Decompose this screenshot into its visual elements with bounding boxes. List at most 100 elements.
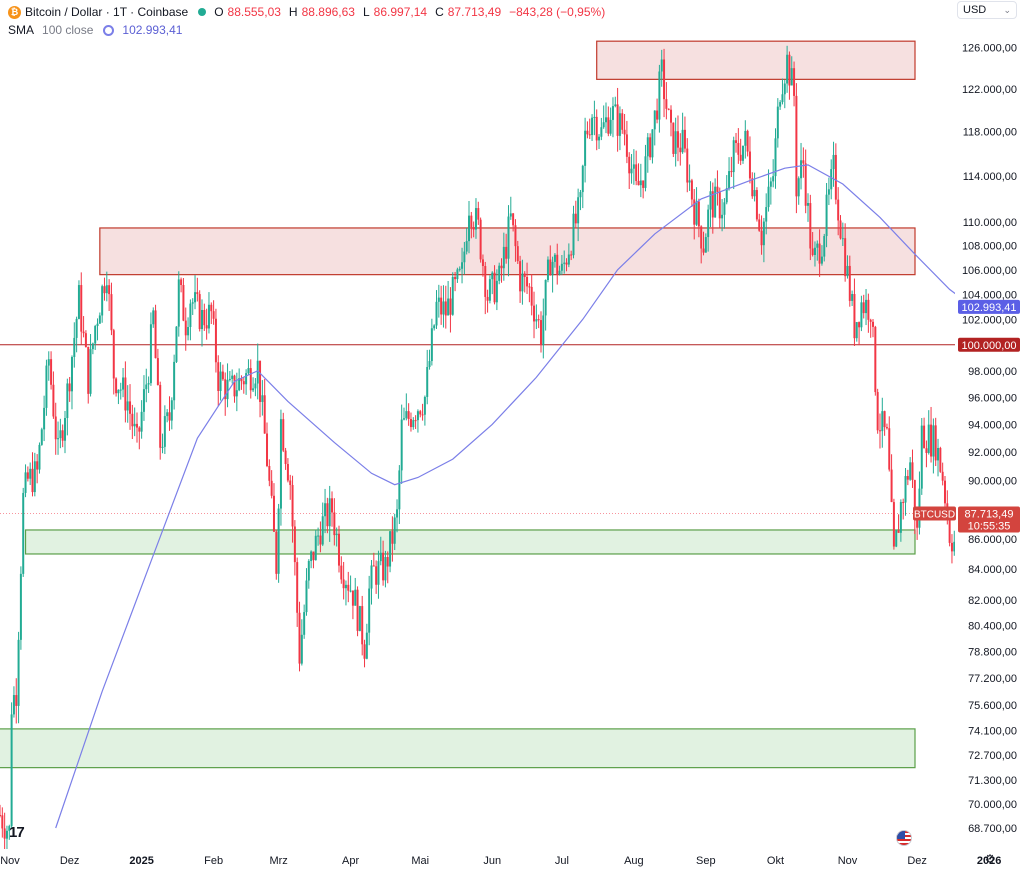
candle-body xyxy=(266,433,269,466)
candle-body xyxy=(809,203,812,249)
tradingview-logo[interactable]: 17 xyxy=(9,824,25,841)
candle xyxy=(8,824,11,840)
candle-body xyxy=(224,379,227,400)
candle xyxy=(207,292,210,334)
candle xyxy=(154,304,157,359)
candle-body xyxy=(80,285,83,332)
candle xyxy=(166,409,169,423)
candle xyxy=(906,469,909,486)
candle xyxy=(412,417,415,430)
candle xyxy=(24,464,27,498)
open-key: O xyxy=(214,5,224,19)
candle-body xyxy=(33,461,36,493)
price-axis[interactable]: 126.000,00 122.000,00 118.000,00 114.000,00… xyxy=(955,0,1024,871)
candle-body xyxy=(526,276,529,287)
candle xyxy=(577,188,580,242)
candle-body xyxy=(486,296,489,301)
legend-sma-row[interactable]: SMA 100 close 102.993,41 xyxy=(8,21,609,39)
candle xyxy=(644,144,647,192)
candle-body xyxy=(117,389,120,394)
candle xyxy=(802,147,805,178)
candle-body xyxy=(19,573,22,640)
candle xyxy=(17,631,20,724)
candle-body xyxy=(124,377,127,411)
candle xyxy=(319,521,322,553)
candle-body xyxy=(303,612,306,635)
candle xyxy=(767,169,770,212)
candle-body xyxy=(858,322,861,328)
candle xyxy=(87,346,90,404)
candle-body xyxy=(156,358,159,385)
candle-body xyxy=(245,373,248,385)
candle-body xyxy=(783,83,786,95)
candle-body xyxy=(844,238,847,277)
candle xyxy=(96,318,99,341)
candle-body xyxy=(126,401,129,411)
candle-body xyxy=(175,326,178,362)
candle-body xyxy=(472,227,475,230)
candle-body xyxy=(29,468,32,479)
candle-body xyxy=(795,95,798,197)
candle-body xyxy=(628,156,631,174)
candle-body xyxy=(774,138,777,177)
candle-body xyxy=(298,612,301,664)
us-flag-icon[interactable] xyxy=(896,830,912,846)
candle-body xyxy=(584,130,587,166)
candle xyxy=(33,452,36,497)
candle xyxy=(45,359,48,416)
candle xyxy=(632,149,635,185)
candle-body xyxy=(226,379,229,400)
candle xyxy=(853,278,856,346)
symbol-title[interactable]: Bitcoin / Dollar · 1T · Coinbase xyxy=(25,5,189,19)
y-tick-label: 126.000,00 xyxy=(962,42,1017,54)
candle xyxy=(340,556,343,584)
candle-body xyxy=(421,414,424,416)
candle xyxy=(1,807,4,838)
currency-select[interactable]: USD ⌄ xyxy=(957,1,1017,19)
legend-main-row[interactable]: ₿ Bitcoin / Dollar · 1T · Coinbase O 88.5… xyxy=(8,3,609,21)
candle-body xyxy=(878,430,881,432)
candle xyxy=(149,312,152,386)
candle-body xyxy=(409,419,412,428)
sma-layer xyxy=(55,164,974,829)
candle xyxy=(646,133,649,173)
candle-body xyxy=(64,418,67,441)
candle-body xyxy=(8,826,11,831)
candle-body xyxy=(5,830,8,839)
candle-body xyxy=(205,325,208,329)
candle-body xyxy=(862,302,865,314)
candle-body xyxy=(286,463,289,481)
y-tick-label: 80.400,00 xyxy=(968,621,1017,633)
candle-body xyxy=(546,259,549,281)
candle-body xyxy=(177,279,180,327)
candle-body xyxy=(22,492,25,574)
candle-body xyxy=(895,530,898,547)
candle-body xyxy=(500,265,503,269)
candle xyxy=(419,409,422,418)
sma-value: 102.993,41 xyxy=(122,23,183,37)
candle-body xyxy=(214,318,217,363)
candle-body xyxy=(560,263,563,271)
candle xyxy=(344,580,347,606)
candle xyxy=(848,255,851,307)
candle xyxy=(68,376,71,402)
candle-body xyxy=(403,418,405,420)
y-tick-label: 75.600,00 xyxy=(968,700,1017,712)
candle xyxy=(618,106,621,151)
candle-body xyxy=(563,262,566,264)
candle-body xyxy=(690,180,693,200)
candle xyxy=(129,384,132,430)
bitcoin-icon: ₿ xyxy=(8,5,21,19)
sma-label[interactable]: SMA xyxy=(8,23,35,37)
candle-body xyxy=(361,606,364,645)
candle xyxy=(656,98,659,124)
candle-body xyxy=(897,530,900,533)
candle-body xyxy=(344,584,347,589)
candle xyxy=(860,295,863,332)
gear-icon[interactable]: ⚙ xyxy=(984,852,996,866)
time-axis[interactable]: Nov Dez 2025 Feb Mrz Apr Mai Jun Jul Aug Sep Okt Nov… xyxy=(0,849,1024,871)
candle-body xyxy=(758,219,761,231)
candle-body xyxy=(305,580,308,613)
candle-body xyxy=(595,116,598,141)
